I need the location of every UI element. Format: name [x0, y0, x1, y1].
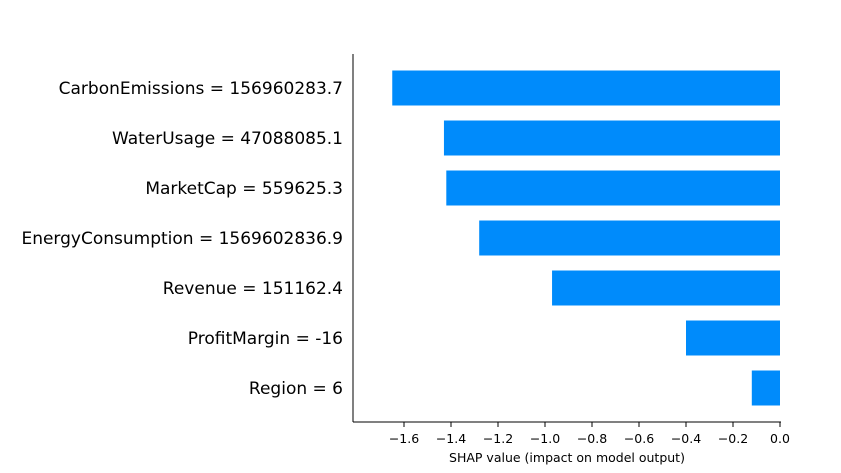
x-tick-label-3: −1.0	[530, 431, 560, 446]
bar-6	[751, 370, 780, 406]
bars-group	[392, 70, 780, 406]
x-tick-label-7: −0.2	[718, 431, 748, 446]
x-tick-label-2: −1.2	[483, 431, 513, 446]
bar-5	[686, 320, 780, 356]
bar-4	[552, 270, 780, 306]
x-tick-label-6: −0.4	[671, 431, 701, 446]
bar-3	[479, 220, 780, 256]
bar-2	[446, 170, 780, 206]
x-ticks-group: −1.6 −1.4 −1.2 −1.0 −0.8 −0.6 −0.4 −0.2 0.0	[389, 422, 790, 446]
bar-0	[392, 70, 780, 106]
x-tick-label-0: −1.6	[389, 431, 419, 446]
x-axis-title: SHAP value (impact on model output)	[449, 450, 685, 465]
x-tick-label-4: −0.8	[577, 431, 607, 446]
category-label-0: CarbonEmissions = 156960283.7	[59, 79, 343, 99]
x-tick-label-5: −0.6	[624, 431, 654, 446]
bar-1	[443, 120, 780, 156]
category-label-3: EnergyConsumption = 1569602836.9	[21, 229, 343, 249]
category-label-4: Revenue = 151162.4	[163, 279, 343, 299]
x-tick-label-8: 0.0	[770, 431, 790, 446]
category-label-2: MarketCap = 559625.3	[145, 179, 343, 199]
category-label-6: Region = 6	[249, 379, 343, 399]
x-tick-label-1: −1.4	[436, 431, 466, 446]
category-labels-group: CarbonEmissions = 156960283.7 WaterUsage …	[21, 79, 343, 399]
category-label-5: ProfitMargin = -16	[188, 329, 343, 349]
category-label-1: WaterUsage = 47088085.1	[112, 129, 343, 149]
